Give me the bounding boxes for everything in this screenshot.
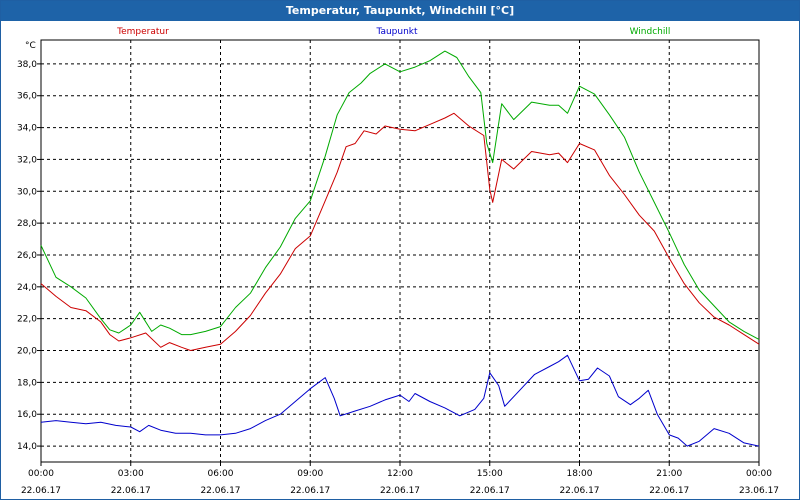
y-tick-label: 14,0: [17, 442, 37, 452]
y-tick-label: 26,0: [17, 251, 37, 261]
x-tick-time: 03:00: [118, 469, 144, 479]
grid-lines: [37, 40, 760, 466]
legend-entry-temperatur: Temperatur: [116, 27, 169, 37]
x-tick-date: 22.06.17: [200, 486, 240, 496]
x-tick-date: 23.06.17: [739, 486, 779, 496]
y-tick-label: 28,0: [17, 219, 37, 229]
y-tick-label: 20,0: [17, 347, 37, 357]
x-tick-time: 15:00: [477, 469, 503, 479]
x-tick-date: 22.06.17: [380, 486, 420, 496]
x-tick-time: 00:00: [28, 469, 54, 479]
series-lines: [40, 50, 760, 447]
y-tick-label: 16,0: [17, 410, 37, 420]
x-tick-time: 06:00: [208, 469, 234, 479]
series-line-windchill: [40, 50, 760, 340]
y-tick-label: 18,0: [17, 378, 37, 388]
series-line-taupunkt: [40, 354, 760, 447]
y-tick-label: 30,0: [17, 187, 37, 197]
y-tick-label: 24,0: [17, 283, 37, 293]
window-title: Temperatur, Taupunkt, Windchill [°C]: [1, 1, 799, 21]
x-tick-date: 22.06.17: [559, 486, 599, 496]
x-tick-date: 22.06.17: [21, 486, 61, 496]
legend: Temperatur Taupunkt Windchill: [116, 27, 670, 37]
x-tick-date: 22.06.17: [470, 486, 510, 496]
x-tick-date: 22.06.17: [111, 486, 151, 496]
y-tick-label: 22,0: [17, 315, 37, 325]
x-tick-time: 18:00: [567, 469, 593, 479]
x-tick-date: 22.06.17: [649, 486, 689, 496]
y-axis-label: °C: [25, 41, 36, 51]
legend-entry-taupunkt: Taupunkt: [375, 27, 418, 37]
x-tick-time: 21:00: [656, 469, 682, 479]
y-tick-label: 36,0: [17, 92, 37, 102]
y-tick-labels: 14,0 16,0 18,0 20,0 22,0 24,0 26,0 28,0 30,0 32,0…: [17, 60, 37, 452]
y-tick-label: 32,0: [17, 155, 37, 165]
x-tick-time: 12:00: [387, 469, 413, 479]
x-tick-time: 09:00: [297, 469, 323, 479]
x-tick-date: 22.06.17: [290, 486, 330, 496]
x-tick-labels: 00:00 22.06.17 03:00 22.06.17 06:00 22.06.17 0…: [21, 469, 779, 496]
series-line-temperatur: [40, 112, 760, 351]
x-tick-time: 00:00: [746, 469, 772, 479]
y-tick-label: 38,0: [17, 60, 37, 70]
y-tick-label: 34,0: [17, 124, 37, 134]
legend-entry-windchill: Windchill: [630, 27, 671, 37]
